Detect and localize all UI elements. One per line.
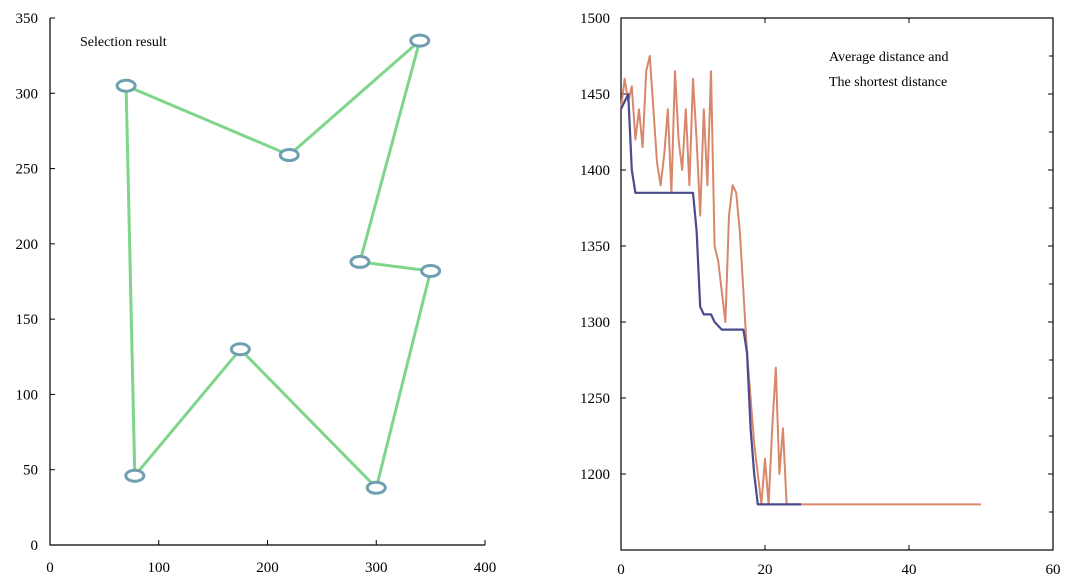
distance-series (620, 55, 981, 506)
right-x-tick-label: 40 (902, 562, 917, 578)
left-plot-frame (49, 18, 485, 546)
left-x-ticks: 0 100 200 300 400 (46, 540, 496, 576)
left-y-tick-label: 350 (16, 11, 39, 27)
right-x-ticks: 0 20 40 60 (617, 18, 1061, 578)
left-x-tick-label: 200 (256, 560, 279, 576)
right-x-tick-label: 60 (1046, 562, 1061, 578)
left-y-tick-label: 300 (16, 86, 39, 102)
city-marker (409, 33, 431, 48)
city-marker (349, 254, 371, 269)
right-y-tick-label: 1250 (580, 391, 610, 407)
route-lines (124, 39, 433, 490)
left-y-tick-label: 50 (23, 463, 38, 479)
left-x-tick-label: 300 (365, 560, 388, 576)
right-y-tick-label: 1200 (580, 467, 610, 483)
right-plot-frame (620, 17, 1054, 551)
legend-line-2: The shortest distance (829, 75, 947, 90)
city-marker (124, 468, 146, 483)
selection-result-chart: 0 100 200 300 400 0 50 100 150 200 250 300 350 Sele… (16, 11, 497, 576)
right-y-tick-label: 1300 (580, 315, 610, 331)
right-y-tick-label: 1350 (580, 239, 610, 255)
right-y-tick-label: 1500 (580, 11, 610, 27)
left-y-ticks: 0 50 100 150 200 250 300 350 (16, 11, 55, 554)
left-x-tick-label: 0 (46, 560, 54, 576)
distance-convergence-chart: 0 20 40 60 1200 1250 1300 1350 1400 1450 1500 Ave… (580, 11, 1061, 578)
left-x-tick-label: 100 (148, 560, 171, 576)
right-x-tick-label: 0 (617, 562, 625, 578)
shortest-distance-line (620, 92, 801, 506)
right-x-tick-label: 20 (758, 562, 773, 578)
left-y-tick-label: 150 (16, 312, 39, 328)
city-marker (278, 148, 300, 163)
route-line (124, 39, 433, 490)
left-y-tick-label: 0 (31, 538, 39, 554)
left-y-tick-label: 250 (16, 162, 39, 178)
legend-line-1: Average distance and (829, 50, 948, 65)
city-marker (420, 263, 442, 278)
left-y-tick-label: 200 (16, 237, 39, 253)
selection-result-label: Selection result (80, 35, 167, 50)
average-distance-line (620, 55, 981, 506)
city-markers (115, 33, 442, 495)
right-y-tick-label: 1400 (580, 163, 610, 179)
left-y-tick-label: 100 (16, 387, 39, 403)
city-marker (229, 342, 251, 357)
left-x-tick-label: 400 (474, 560, 497, 576)
city-marker (115, 78, 137, 93)
right-y-tick-label: 1450 (580, 87, 610, 103)
right-y-ticks: 1200 1250 1300 1350 1400 1450 1500 (580, 11, 1053, 551)
city-marker (365, 480, 387, 495)
